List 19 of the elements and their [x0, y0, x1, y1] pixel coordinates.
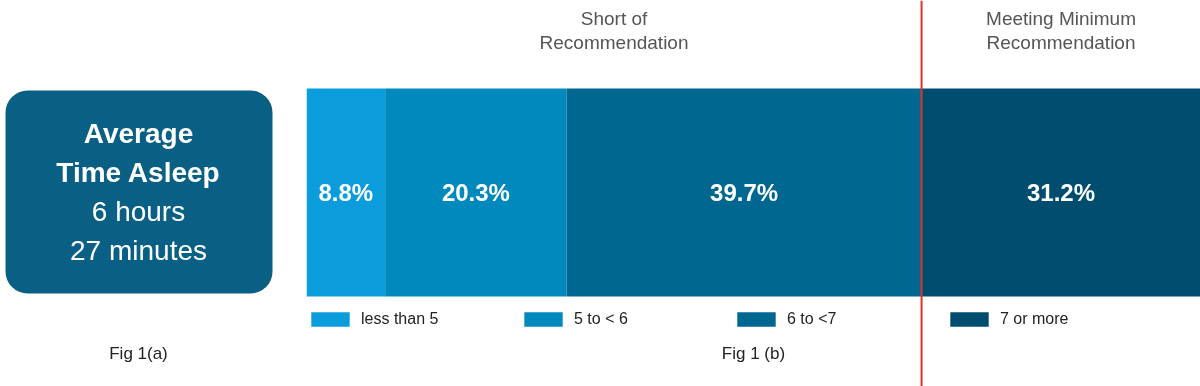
bar: [921, 88, 1200, 297]
legend-label: 5 to < 6: [574, 310, 629, 328]
legend-label: 6 to <7: [787, 310, 838, 328]
text: 27 minutes: [70, 235, 207, 266]
text: Short of Recommendation: [539, 7, 689, 53]
bar: [566, 88, 922, 297]
bar: [385, 88, 567, 297]
bar: [306, 88, 386, 297]
data-label: 20.3%: [441, 178, 510, 206]
caption: Fig 1 (b): [721, 343, 786, 363]
data-label: 31.2%: [1027, 178, 1096, 206]
data-label: 39.7%: [710, 178, 779, 206]
text: Meeting Minimum Recommendation: [986, 7, 1137, 53]
text: 6 hours: [91, 196, 186, 227]
text: Average Time Asleep: [56, 118, 220, 188]
legend-label: 7 or more: [1000, 310, 1070, 328]
data-label: 8.8%: [318, 178, 374, 206]
legend-label: less than 5: [361, 310, 440, 328]
caption: Fig 1(a): [109, 344, 168, 363]
